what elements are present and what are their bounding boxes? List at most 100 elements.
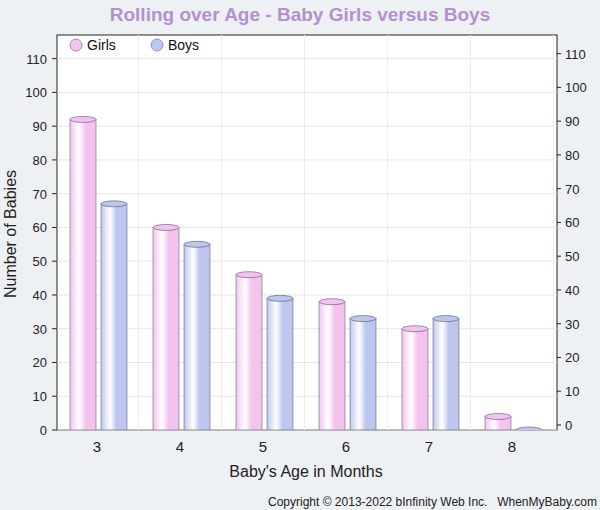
bar <box>485 413 511 430</box>
tick-label: 90 <box>33 119 47 134</box>
grid-line-x <box>387 35 388 430</box>
tick-label: 60 <box>33 220 47 235</box>
bar-body <box>236 275 262 430</box>
tick <box>557 256 561 257</box>
bar-body <box>433 319 459 430</box>
category-label: 8 <box>508 438 516 455</box>
tick-label: 90 <box>565 114 579 129</box>
tick <box>557 289 561 290</box>
tick <box>557 323 561 324</box>
bar-body <box>267 298 293 430</box>
tick <box>557 188 561 189</box>
bar-cap <box>153 224 179 230</box>
bar <box>153 224 179 430</box>
bar-cap <box>485 413 511 419</box>
bar <box>236 272 262 430</box>
tick <box>557 425 561 426</box>
bar-body <box>70 119 96 430</box>
tick-label: 40 <box>33 288 47 303</box>
tick <box>52 159 57 160</box>
tick <box>52 126 57 127</box>
bar <box>516 427 542 430</box>
bar-body <box>350 319 376 430</box>
tick <box>557 357 561 358</box>
grid-line <box>57 430 557 431</box>
bar-cap <box>236 272 262 278</box>
bar-cap <box>101 201 127 207</box>
grid-line-x <box>138 35 139 430</box>
bar-cap <box>402 326 428 332</box>
bar <box>184 241 210 430</box>
legend-label: Girls <box>87 37 116 53</box>
title: Rolling over Age - Baby Girls versus Boy… <box>110 4 490 25</box>
category-label: 3 <box>93 438 101 455</box>
grid-line-x <box>221 35 222 430</box>
category-label: 5 <box>259 438 267 455</box>
bar-body <box>319 302 345 430</box>
tick-label: 40 <box>565 283 579 298</box>
source: WhenMyBaby.com <box>497 495 597 509</box>
tick-label: 110 <box>26 52 47 67</box>
grid-line-x <box>470 35 471 430</box>
grid-line <box>57 396 557 397</box>
tick <box>52 261 57 262</box>
tick-label: 20 <box>565 350 579 365</box>
tick <box>52 396 57 397</box>
bars <box>70 116 542 430</box>
y-label: Number of Babies <box>2 170 19 298</box>
grid-line <box>57 92 557 93</box>
grid-line <box>57 227 557 228</box>
tick <box>52 294 57 295</box>
bar-cap <box>70 116 96 122</box>
bar <box>350 316 376 430</box>
tick-label: 0 <box>40 423 47 438</box>
grid-line <box>57 193 557 194</box>
tick <box>557 391 561 392</box>
grid-line <box>57 362 557 363</box>
tick-label: 30 <box>565 317 579 332</box>
tick-label: 50 <box>565 249 579 264</box>
tick-label: 10 <box>565 384 579 399</box>
tick <box>557 222 561 223</box>
legend-label: Boys <box>168 37 199 53</box>
bar <box>267 295 293 430</box>
tick-label: 80 <box>565 148 579 163</box>
bar-body <box>101 204 127 430</box>
chart: 0102030405060708090100110010203040506070… <box>0 0 600 510</box>
tick-label: 100 <box>25 85 47 100</box>
grid-line <box>57 58 557 59</box>
tick-label: 70 <box>33 187 47 202</box>
tick <box>557 121 561 122</box>
bar-body <box>153 227 179 430</box>
bar <box>319 299 345 430</box>
bar-cap <box>319 299 345 305</box>
tick-label: 20 <box>33 355 47 370</box>
tick-label: 110 <box>565 47 586 62</box>
tick <box>52 227 57 228</box>
category-label: 4 <box>176 438 184 455</box>
tick <box>557 154 561 155</box>
tick-label: 80 <box>33 153 47 168</box>
tick-label: 10 <box>33 389 47 404</box>
category-label: 6 <box>342 438 350 455</box>
tick-label: 70 <box>565 182 579 197</box>
category-label: 7 <box>425 438 433 455</box>
bar-body <box>184 244 210 430</box>
grid-line <box>57 159 557 160</box>
bar-body <box>402 329 428 430</box>
grid-line-x <box>304 35 305 430</box>
legend-marker <box>151 39 163 51</box>
tick <box>52 430 57 431</box>
bar-cap <box>516 427 542 430</box>
bar-cap <box>433 316 459 322</box>
plot-area <box>57 35 557 430</box>
tick-label: 30 <box>33 322 47 337</box>
bar <box>402 326 428 430</box>
tick-label: 0 <box>565 418 572 433</box>
grid-line <box>57 126 557 127</box>
tick <box>52 58 57 59</box>
tick-label: 60 <box>565 215 579 230</box>
grid-line <box>57 328 557 329</box>
tick <box>52 362 57 363</box>
tick <box>52 193 57 194</box>
